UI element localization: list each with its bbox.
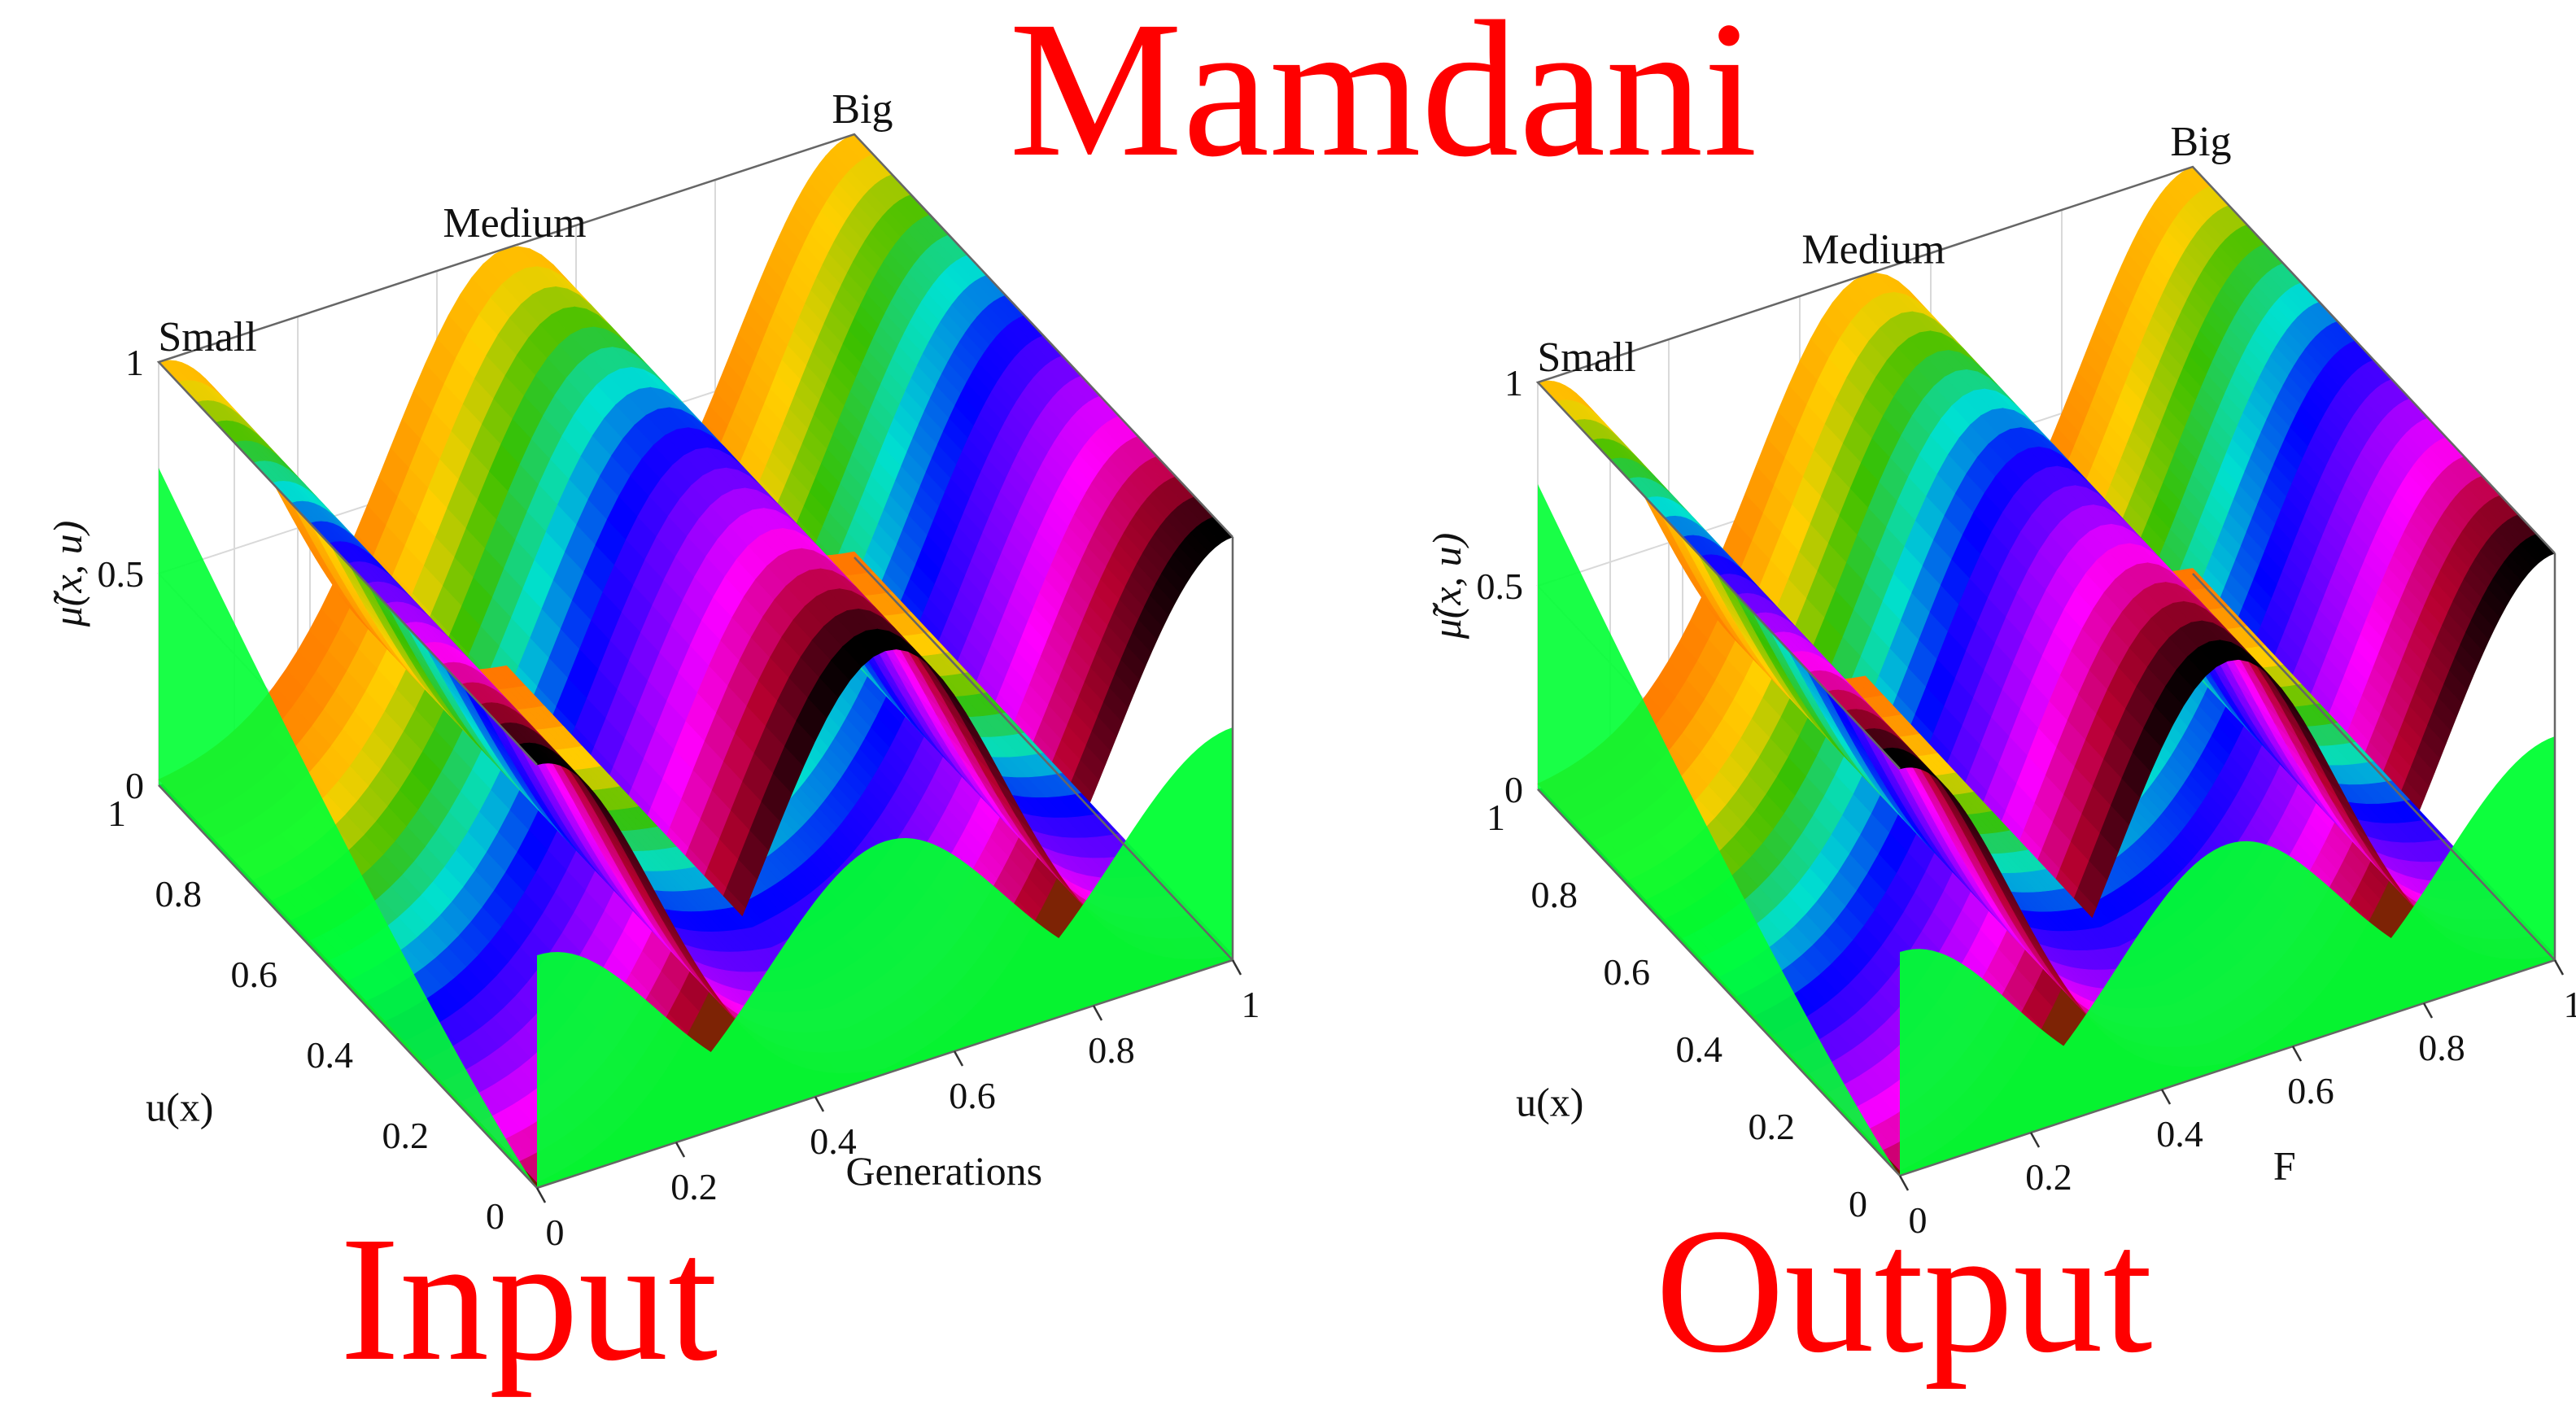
surface-chart-output: 00.20.40.60.8100.20.40.60.8100.51Fu(x)μ̃… bbox=[1424, 119, 2576, 1241]
z-tick-label: 1 bbox=[1504, 362, 1523, 404]
x-tick-mark bbox=[2422, 1002, 2434, 1019]
x-tick-mark bbox=[2160, 1089, 2172, 1105]
input-caption: Input bbox=[340, 1199, 718, 1398]
x-tick-mark bbox=[2291, 1046, 2303, 1062]
y-tick-label: 0.4 bbox=[1676, 1028, 1723, 1070]
y-tick-label: 0 bbox=[486, 1195, 504, 1237]
x-axis-label: F bbox=[2273, 1142, 2296, 1188]
set-label-small: Small bbox=[1537, 334, 1635, 381]
x-tick-mark bbox=[2553, 959, 2565, 976]
z-tick-label: 0 bbox=[125, 765, 144, 806]
membership-front-wall bbox=[537, 727, 1233, 1188]
membership-side-wall bbox=[1538, 484, 1900, 1176]
surface-chart-input: 00.20.40.60.8100.20.40.60.8100.51Generat… bbox=[45, 86, 1260, 1253]
y-axis-label: u(x) bbox=[146, 1084, 213, 1129]
x-tick-label: 0 bbox=[546, 1212, 565, 1253]
z-tick-label: 1 bbox=[125, 342, 144, 383]
x-tick-mark bbox=[1092, 1005, 1103, 1021]
x-tick-label: 1 bbox=[2564, 984, 2576, 1025]
x-tick-label: 0.8 bbox=[1088, 1029, 1135, 1071]
x-tick-mark bbox=[953, 1050, 964, 1067]
y-tick-label: 0.6 bbox=[1604, 951, 1651, 993]
output-caption: Output bbox=[1655, 1191, 2152, 1390]
x-axis-label: Generations bbox=[845, 1148, 1042, 1194]
x-tick-label: 0.2 bbox=[2025, 1156, 2072, 1198]
x-tick-label: 0.8 bbox=[2418, 1027, 2465, 1068]
y-tick-label: 0.6 bbox=[231, 954, 278, 995]
x-tick-mark bbox=[814, 1096, 825, 1112]
set-label-medium: Medium bbox=[1801, 227, 1945, 273]
y-tick-label: 0.8 bbox=[1531, 874, 1578, 915]
x-tick-label: 0.4 bbox=[2156, 1113, 2203, 1155]
x-tick-mark bbox=[2029, 1132, 2041, 1148]
x-tick-label: 0.2 bbox=[670, 1166, 718, 1207]
z-axis-label: μ̃(x, u) bbox=[1424, 533, 1469, 640]
y-axis-label: u(x) bbox=[1516, 1079, 1583, 1124]
x-tick-label: 0.6 bbox=[2287, 1070, 2334, 1111]
z-tick-label: 0.5 bbox=[1477, 565, 1524, 607]
set-label-big: Big bbox=[2170, 119, 2231, 165]
set-label-big: Big bbox=[832, 86, 893, 133]
z-tick-label: 0 bbox=[1504, 769, 1523, 810]
x-tick-mark bbox=[1898, 1175, 1910, 1191]
y-tick-label: 1 bbox=[107, 793, 126, 834]
x-tick-mark bbox=[535, 1187, 547, 1203]
surface-ridge-small bbox=[158, 360, 886, 1073]
figure-title: Mamdani bbox=[1009, 0, 1757, 197]
set-label-small: Small bbox=[158, 314, 256, 360]
x-tick-label: 0.6 bbox=[949, 1075, 996, 1116]
y-tick-label: 0.2 bbox=[1749, 1106, 1796, 1147]
x-tick-label: 1 bbox=[1242, 984, 1260, 1025]
z-tick-label: 0.5 bbox=[98, 553, 145, 595]
x-tick-label: 0.4 bbox=[810, 1120, 857, 1162]
x-tick-label: 0 bbox=[1909, 1199, 1928, 1241]
membership-side-wall bbox=[159, 468, 537, 1188]
y-tick-label: 0.8 bbox=[155, 873, 203, 915]
y-tick-label: 0.2 bbox=[382, 1115, 430, 1156]
set-label-medium: Medium bbox=[443, 200, 586, 247]
x-tick-mark bbox=[1231, 959, 1242, 976]
z-axis-label: μ̃(x, u) bbox=[45, 521, 90, 628]
y-tick-label: 1 bbox=[1487, 797, 1505, 838]
membership-front-wall bbox=[1900, 736, 2555, 1176]
x-tick-mark bbox=[675, 1142, 686, 1158]
y-tick-label: 0.4 bbox=[307, 1034, 354, 1076]
y-tick-label: 0 bbox=[1849, 1183, 1867, 1225]
